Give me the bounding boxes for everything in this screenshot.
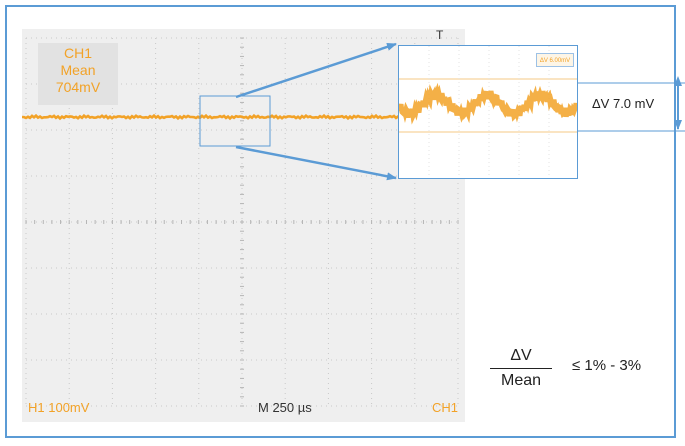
zoom-inset: ΔV 6.00mV (396, 45, 580, 179)
trigger-source-label: CH1 (432, 400, 459, 415)
ripple-inequality: ≤ 1% - 3% (572, 357, 642, 374)
zoom-delta-badge: ΔV 6.00mV (536, 53, 574, 67)
readout-channel: CH1 (63, 45, 92, 61)
ripple-formula: ΔV Mean ≤ 1% - 3% (490, 345, 670, 395)
readout-value: 704mV (55, 79, 101, 95)
mean-readout: CH1 Mean 704mV (38, 43, 118, 105)
timebase-label: M 250 µs (258, 400, 312, 415)
zoom-waveform (396, 46, 580, 178)
delta-v-label: ΔV 7.0 mV (592, 96, 655, 111)
ripple-fraction: ΔV Mean (490, 345, 552, 391)
main-trace (22, 113, 465, 121)
fraction-bar (490, 368, 552, 369)
fraction-denominator: Mean (500, 372, 542, 389)
zoom-selection-box (199, 95, 271, 147)
zoom-trace (396, 82, 580, 125)
fraction-numerator: ΔV (510, 347, 532, 364)
readout-measure: Mean (60, 62, 96, 78)
trigger-position-marker: T (436, 28, 444, 42)
channel-scale-label: H1 100mV (28, 400, 90, 415)
